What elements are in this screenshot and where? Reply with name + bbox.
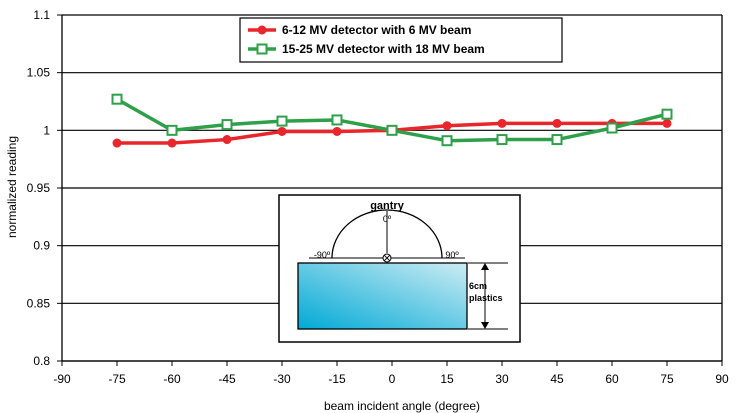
data-point: [331, 114, 343, 126]
x-tick-label: 0: [389, 372, 396, 386]
y-tick-label: 1: [43, 123, 50, 137]
data-point: [276, 115, 288, 127]
data-point: [606, 122, 618, 134]
x-tick-label: 75: [660, 372, 674, 386]
data-point: [332, 126, 342, 136]
x-tick-label: 30: [495, 372, 509, 386]
data-point: [167, 138, 177, 148]
legend-box: [239, 17, 563, 63]
data-point: [222, 135, 232, 145]
thickness-arrow-icon: [481, 263, 489, 329]
phantom-block: [297, 262, 468, 330]
x-tick-label: -30: [273, 372, 291, 386]
x-tick-label: 45: [550, 372, 564, 386]
detector-icon: [382, 253, 392, 263]
inset-title: gantry: [370, 200, 405, 212]
series-2: [111, 93, 673, 147]
data-point: [221, 119, 233, 131]
data-point: [661, 108, 673, 120]
data-point: [277, 126, 287, 136]
angle-label-left: -90º: [314, 250, 331, 260]
data-point: [166, 124, 178, 136]
x-tick-label: -75: [108, 372, 126, 386]
legend-item-series-1: 6-12 MV detector with 6 MV beam: [248, 23, 471, 37]
x-axis-label: beam incident angle (degree): [324, 399, 480, 413]
x-tick-labels: -90 -75 -60 -45 -30 -15 0 15 30 45 60 75 90: [53, 372, 729, 386]
legend-label-series-2: 15-25 MV detector with 18 MV beam: [282, 42, 485, 56]
x-tick-label: -15: [328, 372, 346, 386]
y-tick-label: 1.1: [33, 8, 50, 22]
thickness-label-2: plastics: [469, 293, 503, 303]
x-tick-label: 90: [715, 372, 729, 386]
y-tick-label: 0.9: [33, 239, 50, 253]
series: [111, 93, 673, 148]
legend-swatch-marker: [256, 43, 268, 55]
data-point: [386, 124, 398, 136]
y-axis-label: normalized reading: [5, 136, 19, 238]
data-point: [111, 93, 123, 105]
data-point: [662, 118, 672, 128]
data-point: [442, 121, 452, 131]
data-point: [496, 134, 508, 146]
angle-label-right: 90º: [445, 250, 459, 260]
axes: [57, 14, 723, 366]
legend-item-series-2: 15-25 MV detector with 18 MV beam: [248, 42, 485, 56]
gantry-inset: gantry 0º -90º 90º 6cm plastics: [278, 194, 521, 343]
y-tick-labels: 0.8 0.85 0.9 0.95 1 1.05 1.1: [27, 8, 51, 368]
data-point: [551, 134, 563, 146]
data-point: [441, 135, 453, 147]
y-tick-label: 1.05: [27, 66, 51, 80]
angle-label-top: 0º: [383, 214, 392, 224]
data-point: [552, 118, 562, 128]
y-tick-label: 0.85: [27, 296, 51, 310]
gantry-arc: [331, 209, 443, 259]
legend: 6-12 MV detector with 6 MV beam 15-25 MV…: [239, 17, 563, 63]
x-tick-label: 15: [440, 372, 454, 386]
x-tick-label: -45: [218, 372, 236, 386]
data-point: [112, 138, 122, 148]
x-tick-label: -90: [53, 372, 71, 386]
y-tick-label: 0.8: [33, 354, 50, 368]
x-tick-label: -60: [163, 372, 181, 386]
y-tick-label: 0.95: [27, 181, 51, 195]
thickness-label-1: 6cm: [469, 281, 487, 291]
legend-swatch-marker: [257, 25, 267, 35]
x-tick-label: 60: [605, 372, 619, 386]
data-point: [497, 118, 507, 128]
legend-label-series-1: 6-12 MV detector with 6 MV beam: [282, 23, 471, 37]
